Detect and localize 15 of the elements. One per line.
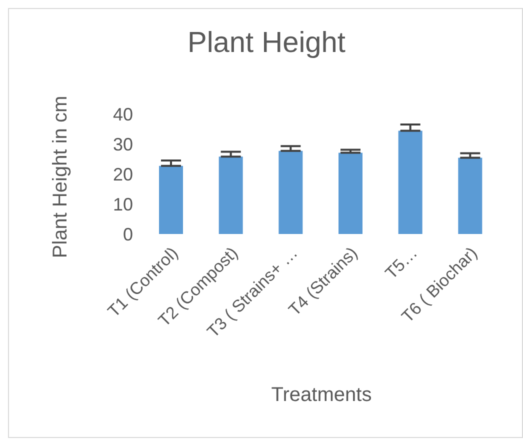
y-tick-label: 30 [112, 134, 133, 154]
y-tick-label: 0 [122, 224, 133, 244]
bar [398, 130, 422, 234]
bar [278, 150, 303, 234]
bar [458, 158, 482, 234]
y-axis-title: Plant Height in cm [50, 96, 72, 258]
x-tick-label: T5… [382, 243, 422, 283]
y-tick-label: 10 [112, 194, 133, 214]
x-axis-title: Treatments [270, 384, 373, 407]
bar [218, 156, 243, 234]
chart-title: Plant Height [186, 27, 346, 60]
y-tick-label: 40 [112, 104, 133, 124]
y-tick-label: 20 [112, 164, 133, 184]
bar [338, 152, 362, 234]
bar [159, 166, 183, 234]
